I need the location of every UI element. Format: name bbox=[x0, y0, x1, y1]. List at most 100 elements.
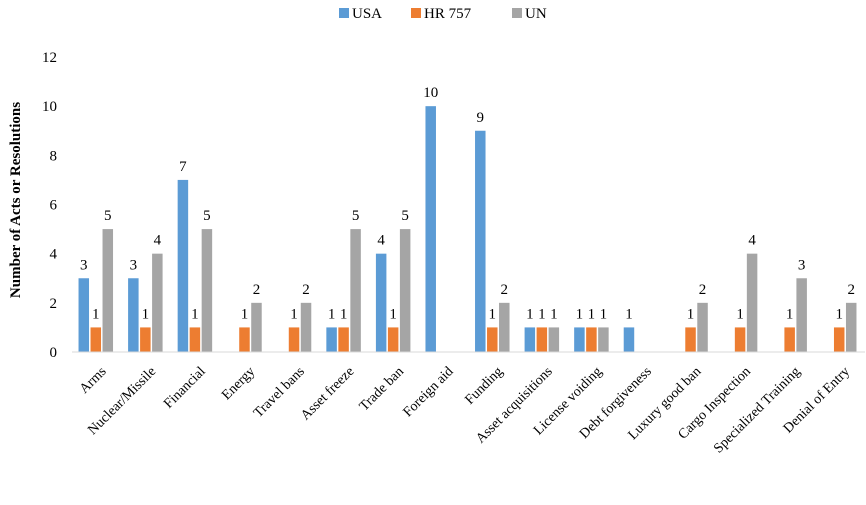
data-label: 1 bbox=[588, 306, 596, 322]
bar-un bbox=[300, 302, 312, 352]
bar-hr-757 bbox=[784, 327, 795, 352]
bar-un bbox=[598, 327, 609, 352]
bar-usa bbox=[623, 327, 635, 352]
bar-hr-757 bbox=[487, 327, 498, 352]
bar-un bbox=[548, 327, 560, 352]
data-label: 1 bbox=[290, 306, 298, 322]
bar-hr-757 bbox=[833, 327, 845, 352]
category-label: Trade ban bbox=[357, 364, 407, 414]
data-label: 1 bbox=[142, 306, 150, 322]
data-label: 3 bbox=[798, 257, 806, 273]
data-label: 1 bbox=[526, 306, 534, 322]
data-label: 3 bbox=[80, 257, 88, 273]
bar-hr-757 bbox=[586, 327, 597, 352]
bar-un bbox=[697, 302, 708, 352]
data-label: 1 bbox=[340, 306, 348, 322]
bar-un bbox=[102, 229, 114, 352]
bar-hr-757 bbox=[288, 327, 300, 352]
data-label: 1 bbox=[489, 306, 497, 322]
legend-label: USA bbox=[352, 6, 382, 22]
bar-un bbox=[152, 253, 163, 352]
bar-usa bbox=[425, 106, 436, 353]
data-label: 1 bbox=[687, 306, 695, 322]
bar-un bbox=[350, 229, 361, 352]
data-label: 5 bbox=[104, 208, 112, 224]
bar-usa bbox=[177, 179, 189, 352]
y-tick-label: 0 bbox=[50, 345, 58, 361]
data-label: 1 bbox=[786, 306, 794, 322]
legend-swatch bbox=[339, 8, 349, 18]
bar-hr-757 bbox=[140, 327, 151, 352]
category-label: Foreign aid bbox=[401, 364, 457, 420]
data-label: 5 bbox=[352, 208, 360, 224]
bar-usa bbox=[475, 130, 486, 352]
data-label: 1 bbox=[389, 306, 397, 322]
data-label: 1 bbox=[191, 306, 199, 322]
bar-un bbox=[845, 302, 857, 352]
y-tick-label: 10 bbox=[42, 99, 57, 115]
y-tick-label: 12 bbox=[42, 50, 57, 66]
category-label: Funding bbox=[462, 364, 506, 408]
bar-un bbox=[796, 278, 807, 352]
data-label: 4 bbox=[154, 233, 162, 249]
legend-swatch bbox=[411, 8, 421, 18]
bar-un bbox=[499, 302, 510, 352]
data-label: 5 bbox=[401, 208, 409, 224]
data-label: 10 bbox=[423, 85, 438, 101]
data-label: 4 bbox=[377, 233, 385, 249]
y-tick-label: 2 bbox=[50, 296, 58, 312]
data-label: 5 bbox=[203, 208, 211, 224]
bar-usa bbox=[375, 253, 387, 352]
data-label: 2 bbox=[302, 282, 310, 298]
data-label: 2 bbox=[699, 282, 707, 298]
y-tick-label: 4 bbox=[50, 247, 58, 263]
bar-un bbox=[201, 229, 213, 352]
data-label: 1 bbox=[736, 306, 744, 322]
data-label: 1 bbox=[92, 306, 100, 322]
legend-label: HR 757 bbox=[424, 6, 472, 22]
bars bbox=[78, 106, 857, 353]
bar-hr-757 bbox=[685, 327, 696, 352]
bar-hr-757 bbox=[90, 327, 102, 352]
bar-un bbox=[251, 302, 262, 352]
data-label: 2 bbox=[847, 282, 855, 298]
data-label: 2 bbox=[501, 282, 509, 298]
bar-usa bbox=[326, 327, 337, 352]
bar-usa bbox=[524, 327, 536, 352]
data-label: 1 bbox=[538, 306, 546, 322]
data-label: 1 bbox=[241, 306, 249, 322]
data-label: 1 bbox=[576, 306, 584, 322]
category-label: Arms bbox=[77, 364, 110, 397]
bar-usa bbox=[574, 327, 585, 352]
y-tick-label: 6 bbox=[50, 198, 58, 214]
category-label: Financial bbox=[161, 364, 209, 412]
bar-hr-757 bbox=[189, 327, 201, 352]
data-label: 1 bbox=[328, 306, 336, 322]
legend: USA HR 757 UN bbox=[339, 6, 547, 22]
category-label: Asset freeze bbox=[298, 364, 357, 423]
y-axis-ticks: 0 2 4 6 8 10 12 bbox=[42, 50, 58, 361]
bar-hr-757 bbox=[239, 327, 250, 352]
category-label: Specialized Training bbox=[711, 364, 803, 456]
data-label: 2 bbox=[253, 282, 261, 298]
bar-hr-757 bbox=[338, 327, 349, 352]
data-label: 1 bbox=[550, 306, 558, 322]
data-label: 7 bbox=[179, 159, 187, 175]
bar-hr-757 bbox=[734, 327, 746, 352]
data-label: 1 bbox=[600, 306, 608, 322]
data-label: 3 bbox=[130, 257, 138, 273]
bar-un bbox=[746, 253, 758, 352]
y-axis-label: Number of Acts or Resolutions bbox=[8, 102, 24, 298]
category-label: Energy bbox=[219, 364, 258, 403]
bar-usa bbox=[78, 278, 90, 352]
legend-swatch bbox=[512, 8, 522, 18]
data-label: 4 bbox=[748, 233, 756, 249]
legend-label: UN bbox=[525, 6, 547, 22]
bar-un bbox=[399, 229, 411, 352]
y-tick-label: 8 bbox=[50, 148, 58, 164]
data-label: 9 bbox=[477, 110, 485, 126]
bar-hr-757 bbox=[536, 327, 548, 352]
